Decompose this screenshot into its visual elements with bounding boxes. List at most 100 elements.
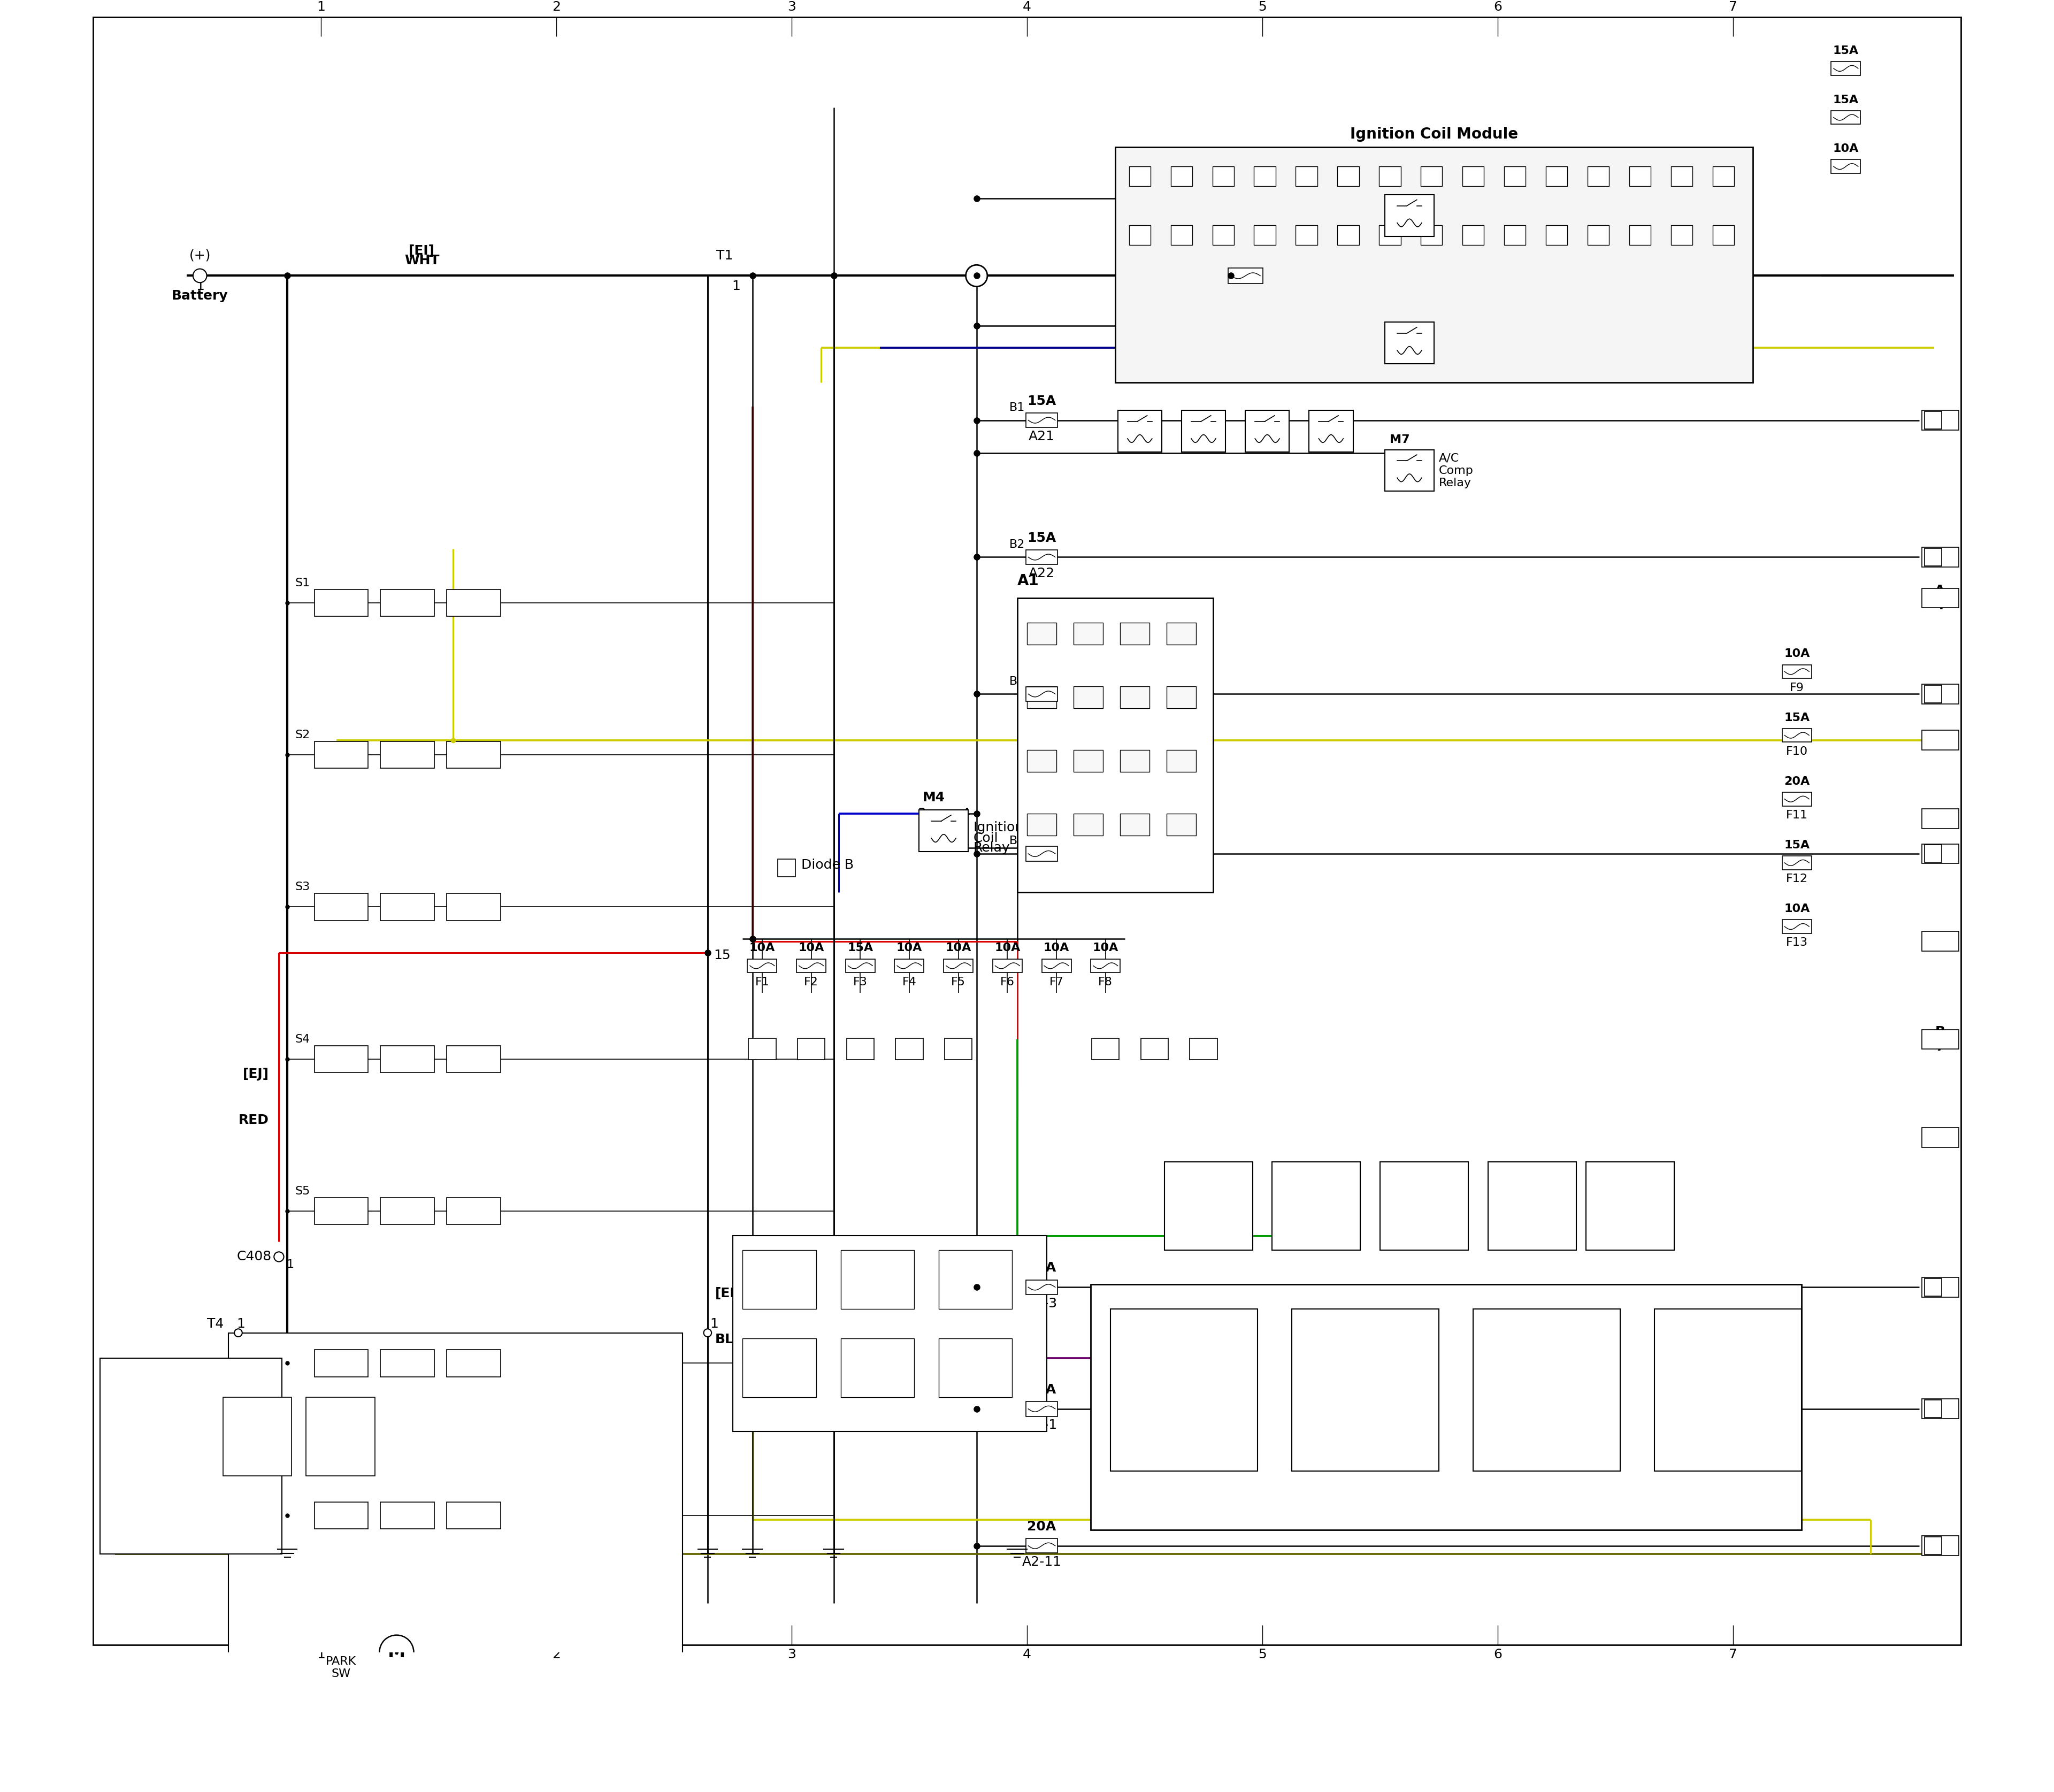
Bar: [1923, 410, 1960, 430]
Text: 27: 27: [1590, 229, 1606, 240]
Text: 5: 5: [1259, 1649, 1267, 1661]
Text: A2-1: A2-1: [1027, 1419, 1058, 1432]
Bar: [1670, 226, 1692, 246]
Text: 42: 42: [1931, 848, 1949, 860]
Bar: [380, 894, 433, 921]
Text: S8: S8: [296, 1641, 310, 1652]
Bar: [1091, 1285, 1801, 1530]
Text: M4: M4: [922, 790, 945, 805]
Bar: [1588, 167, 1608, 186]
Bar: [314, 894, 368, 921]
Bar: [1923, 844, 1960, 864]
Text: S4: S4: [296, 1034, 310, 1045]
Bar: [1830, 111, 1861, 124]
Bar: [314, 1654, 368, 1681]
Text: WHT: WHT: [405, 254, 440, 267]
Text: 12: 12: [1590, 170, 1606, 181]
Bar: [840, 1339, 914, 1398]
Bar: [797, 1038, 826, 1059]
Bar: [918, 810, 967, 851]
Bar: [1462, 226, 1483, 246]
Text: M7: M7: [1391, 434, 1409, 444]
Text: 8: 8: [1177, 692, 1185, 702]
Bar: [1025, 550, 1058, 564]
Bar: [1925, 1278, 1941, 1296]
Bar: [314, 1502, 368, 1529]
Bar: [1923, 731, 1960, 751]
Text: [EE]: [EE]: [715, 1287, 746, 1299]
Text: 5: 5: [1302, 170, 1310, 181]
Bar: [778, 858, 795, 876]
Text: CLUTCH
SW: CLUTCH SW: [318, 1048, 366, 1070]
Text: 10A: 10A: [750, 943, 774, 953]
Bar: [1504, 167, 1526, 186]
Text: 28: 28: [1633, 229, 1647, 240]
Bar: [945, 1038, 972, 1059]
Text: 1: 1: [316, 1649, 325, 1661]
Text: 30: 30: [1715, 229, 1732, 240]
Text: 58: 58: [1925, 414, 1943, 426]
Text: 15A: 15A: [1027, 394, 1056, 407]
Bar: [992, 959, 1023, 973]
Bar: [1119, 686, 1150, 708]
Text: T4: T4: [207, 1317, 224, 1330]
Bar: [1384, 323, 1434, 364]
Text: 15A: 15A: [1832, 45, 1859, 56]
Text: 1: 1: [731, 280, 739, 292]
Text: 6: 6: [972, 1362, 980, 1373]
Bar: [840, 1251, 914, 1308]
Text: Brake Plug: Brake Plug: [1333, 1486, 1397, 1496]
Text: 20A: 20A: [1027, 1520, 1056, 1532]
Text: C408: C408: [236, 1251, 271, 1263]
Bar: [1027, 622, 1056, 645]
Text: 25: 25: [1508, 229, 1522, 240]
Bar: [1292, 1308, 1440, 1471]
Text: A21: A21: [1029, 430, 1056, 443]
Circle shape: [705, 1330, 711, 1337]
Bar: [1337, 226, 1360, 246]
Text: Battery: Battery: [173, 290, 228, 303]
Text: S6: S6: [296, 1339, 310, 1349]
Text: B1: B1: [1009, 401, 1025, 412]
Text: 10: 10: [1508, 170, 1522, 181]
Text: 1: 1: [1037, 627, 1045, 638]
Text: A: A: [1935, 1539, 1945, 1552]
Bar: [1384, 450, 1434, 491]
Bar: [1337, 167, 1360, 186]
Text: B3: B3: [1009, 676, 1025, 686]
Text: 1: 1: [195, 280, 203, 292]
Text: 10A: 10A: [1783, 903, 1810, 914]
Bar: [1629, 167, 1651, 186]
Bar: [1378, 226, 1401, 246]
Bar: [1074, 814, 1103, 835]
Bar: [380, 1045, 433, 1073]
Bar: [1421, 226, 1442, 246]
Text: TRAC
SW: TRAC SW: [327, 744, 357, 767]
Text: Brake Plug: Brake Plug: [1152, 1486, 1216, 1496]
Bar: [1025, 1538, 1058, 1554]
Text: 23: 23: [1423, 229, 1440, 240]
Text: B
7: B 7: [1935, 1025, 1945, 1054]
Bar: [1925, 844, 1941, 862]
Text: F9: F9: [1789, 683, 1803, 694]
Text: 3: 3: [1132, 627, 1138, 638]
Bar: [1091, 959, 1119, 973]
Text: ACC
SW: ACC SW: [329, 1351, 353, 1374]
Text: 5: 5: [873, 1362, 881, 1373]
Bar: [733, 1235, 1048, 1432]
Bar: [1830, 61, 1861, 75]
Bar: [1025, 846, 1058, 862]
Bar: [1115, 147, 1752, 382]
Bar: [1783, 857, 1812, 869]
Bar: [314, 742, 368, 769]
Text: 68: 68: [1925, 688, 1943, 701]
Text: B: B: [240, 1353, 251, 1366]
Text: F4: F4: [902, 977, 916, 987]
Bar: [943, 959, 974, 973]
Text: 5: 5: [1929, 1281, 1937, 1294]
Text: 1: 1: [711, 1317, 719, 1330]
Text: 14: 14: [1674, 170, 1688, 181]
Text: 1: 1: [286, 1260, 294, 1271]
Text: 3: 3: [1935, 812, 1945, 824]
Bar: [314, 1045, 368, 1073]
